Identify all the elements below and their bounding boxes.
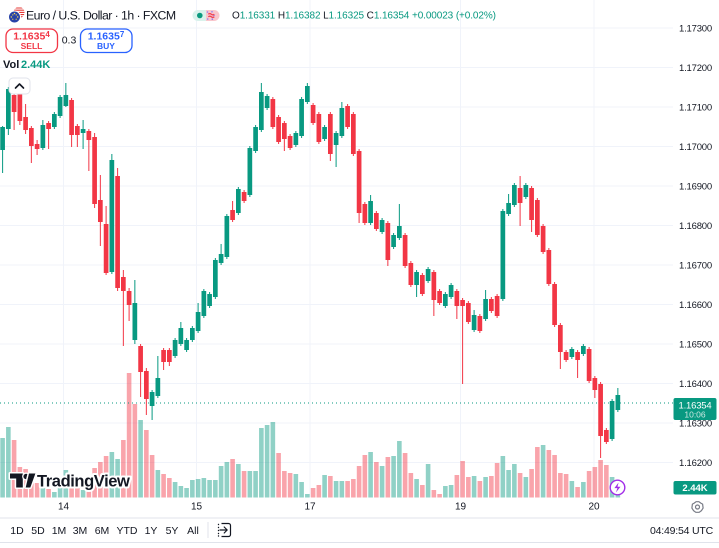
svg-text:6M: 6M <box>95 525 110 537</box>
svg-text:1D: 1D <box>10 525 24 537</box>
svg-text:2.44K: 2.44K <box>21 59 50 71</box>
svg-text:Vol: Vol <box>3 59 19 71</box>
svg-text:1.17200: 1.17200 <box>679 63 712 74</box>
svg-text:5D: 5D <box>31 525 45 537</box>
svg-text:BUY: BUY <box>97 41 115 51</box>
svg-text:1.16200: 1.16200 <box>679 458 712 469</box>
svg-text:1.16500: 1.16500 <box>679 340 712 351</box>
svg-text:1.17100: 1.17100 <box>679 103 712 114</box>
svg-text:1.16900: 1.16900 <box>679 182 712 193</box>
svg-text:1.16354: 1.16354 <box>679 401 712 412</box>
svg-text:20: 20 <box>588 502 600 513</box>
svg-text:1.17000: 1.17000 <box>679 142 712 153</box>
svg-text:YTD: YTD <box>117 525 138 537</box>
svg-text:1.16700: 1.16700 <box>679 261 712 272</box>
svg-text:3M: 3M <box>73 525 88 537</box>
svg-text:1.17300: 1.17300 <box>679 24 712 35</box>
svg-text:04:49:54 UTC: 04:49:54 UTC <box>650 525 714 537</box>
svg-text:14: 14 <box>58 502 70 513</box>
svg-text:1.16300: 1.16300 <box>679 419 712 430</box>
svg-text:1.16400: 1.16400 <box>679 379 712 390</box>
svg-text:1.16800: 1.16800 <box>679 221 712 232</box>
svg-text:1.16600: 1.16600 <box>679 300 712 311</box>
svg-text:17: 17 <box>304 502 316 513</box>
svg-text:SELL: SELL <box>21 41 43 51</box>
svg-text:All: All <box>187 525 199 537</box>
svg-text:5Y: 5Y <box>166 525 179 537</box>
svg-text:1M: 1M <box>52 525 67 537</box>
svg-text:0.3: 0.3 <box>62 35 77 47</box>
svg-text:1Y: 1Y <box>145 525 158 537</box>
svg-text:1.16354: 1.16354 <box>13 30 50 43</box>
svg-text:15: 15 <box>191 502 203 513</box>
svg-text:TradingView: TradingView <box>37 473 130 491</box>
svg-text:1.16357: 1.16357 <box>88 30 125 43</box>
svg-text:2.44K: 2.44K <box>682 483 707 494</box>
svg-text:10:06: 10:06 <box>684 410 706 420</box>
svg-text:Euro / U.S. Dollar · 1h · FXCM: Euro / U.S. Dollar · 1h · FXCM <box>26 9 176 23</box>
svg-text:O1.16331 H1.16382 L1.16325 C1.: O1.16331 H1.16382 L1.16325 C1.16354 +0.0… <box>232 11 496 22</box>
svg-text:19: 19 <box>455 502 467 513</box>
